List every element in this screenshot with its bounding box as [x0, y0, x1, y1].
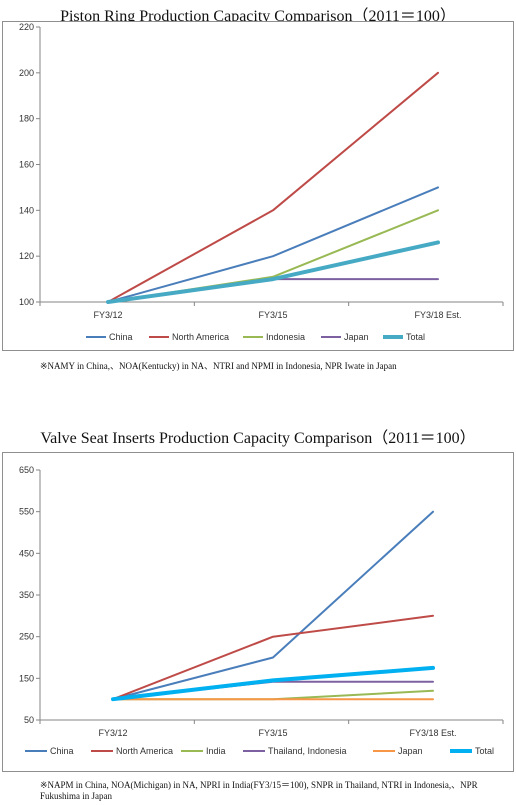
legend-label-thailand-indonesia: Thailand, Indonesia	[268, 746, 347, 756]
y-tick-label: 450	[19, 548, 34, 558]
series-line-total	[106, 240, 440, 304]
x-tick-label: FY3/18 Est.	[409, 728, 456, 738]
series-line-north-america	[112, 614, 434, 701]
x-tick-label: FY3/12	[98, 728, 127, 738]
x-tick-label: FY3/18 Est.	[414, 310, 461, 320]
legend-label-japan: Japan	[398, 746, 423, 756]
legend-label-china: China	[109, 332, 133, 342]
series-line-north-america	[107, 71, 439, 303]
y-tick-label: 550	[19, 507, 34, 517]
y-tick-label: 160	[19, 160, 34, 170]
series-line-thailand-indonesia	[112, 680, 434, 701]
y-tick-label: 150	[19, 673, 34, 683]
legend-label-total: Total	[406, 332, 425, 342]
series-line-total	[111, 665, 435, 702]
series-line-japan	[107, 278, 439, 303]
y-tick-label: 350	[19, 590, 34, 600]
plot-svg: 100 120 140 160 180 200 220 FY3/12 FY3/15 FY3/18 …	[19, 22, 504, 342]
y-tick-label: 120	[19, 251, 34, 261]
series-line-china	[112, 510, 434, 701]
y-tick-label: 250	[19, 632, 34, 642]
chart-title-piston-ring: Piston Ring Production Capacity Comparis…	[60, 8, 456, 25]
footnote-piston-ring: ※NAMY in China,、NOA(Kentucky) in NA、NTRI…	[40, 361, 397, 371]
footnote-valve-seat: ※NAPM in China, NOA(Michigan) in NA, NPR…	[40, 780, 478, 801]
x-tick-label: FY3/15	[258, 728, 287, 738]
plot-svg: 50 150 250 350 450 550 650 FY3/12 FY3/15 FY3/18 E…	[19, 465, 504, 756]
chart-piston-ring: 100 120 140 160 180 200 220 FY3/12 FY3/15 FY3/18 …	[2, 21, 514, 351]
legend-label-total: Total	[475, 746, 494, 756]
y-tick-label: 50	[24, 715, 34, 725]
legend-label-north-america: North America	[172, 332, 229, 342]
y-tick-label: 180	[19, 114, 34, 124]
x-tick-label: FY3/15	[258, 310, 287, 320]
y-tick-label: 220	[19, 22, 34, 32]
legend-label-china: China	[50, 746, 74, 756]
series-line-china	[107, 186, 439, 303]
y-tick-label: 100	[19, 297, 34, 307]
legend-label-japan: Japan	[344, 332, 369, 342]
y-tick-label: 140	[19, 205, 34, 215]
legend-label-india: India	[206, 746, 226, 756]
y-tick-label: 200	[19, 68, 34, 78]
chart-title-valve-seat: Valve Seat Inserts Production Capacity C…	[40, 430, 476, 447]
x-tick-label: FY3/12	[93, 310, 122, 320]
chart-valve-seat: 50 150 250 350 450 550 650 FY3/12 FY3/15 FY3/18 E…	[2, 452, 514, 772]
legend-label-indonesia: Indonesia	[266, 332, 305, 342]
legend-label-north-america: North America	[116, 746, 173, 756]
y-tick-label: 650	[19, 465, 34, 475]
